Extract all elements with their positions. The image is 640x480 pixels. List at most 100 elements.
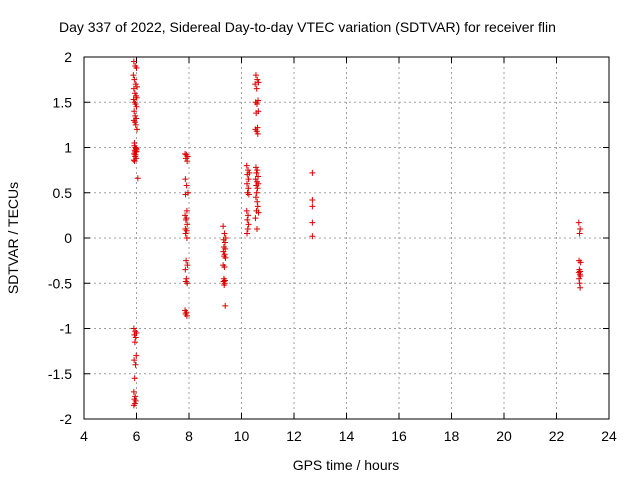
data-point	[253, 225, 260, 232]
data-point	[252, 215, 259, 222]
data-point	[245, 176, 252, 183]
data-point	[244, 171, 251, 178]
data-point	[130, 72, 137, 79]
data-point	[252, 194, 259, 201]
data-point	[131, 90, 138, 97]
x-tick-label: 6	[133, 428, 141, 444]
data-point	[131, 142, 138, 149]
data-point	[244, 180, 251, 187]
y-tick-label: 0.5	[53, 185, 73, 201]
data-point	[132, 361, 139, 368]
x-tick-label: 20	[496, 428, 512, 444]
data-point	[131, 76, 138, 83]
data-point	[577, 284, 584, 291]
data-point	[309, 219, 316, 226]
data-point	[243, 207, 250, 214]
y-tick-label: -0.5	[48, 275, 72, 291]
data-point	[182, 216, 189, 223]
data-point	[132, 151, 139, 158]
data-point	[252, 72, 259, 79]
y-tick-label: 2	[64, 49, 72, 65]
data-point	[134, 175, 141, 182]
data-point	[132, 81, 139, 88]
data-point	[244, 225, 251, 232]
data-point	[131, 331, 138, 338]
data-point	[254, 130, 261, 137]
data-point	[222, 254, 229, 261]
data-point	[243, 162, 250, 169]
data-point	[253, 182, 260, 189]
data-points	[130, 58, 584, 409]
data-point	[255, 209, 262, 216]
data-point	[309, 196, 316, 203]
data-point	[309, 233, 316, 240]
data-point	[132, 393, 139, 400]
data-point	[184, 221, 191, 228]
data-point	[131, 357, 138, 364]
data-point	[130, 96, 137, 103]
data-point	[220, 223, 227, 230]
data-point	[252, 164, 259, 171]
data-point	[183, 227, 190, 234]
data-point	[221, 263, 228, 270]
data-point	[309, 203, 316, 210]
y-tick-label: -1.5	[48, 366, 72, 382]
x-tick-label: 10	[234, 428, 250, 444]
x-tick-label: 24	[601, 428, 617, 444]
data-point	[131, 339, 138, 346]
data-point	[220, 248, 227, 255]
data-point	[130, 85, 137, 92]
data-point	[182, 176, 189, 183]
data-point	[131, 158, 138, 165]
data-point	[133, 352, 140, 359]
data-point	[130, 325, 137, 332]
data-point	[222, 302, 229, 309]
data-point	[253, 101, 260, 108]
data-point	[182, 150, 189, 157]
data-point	[132, 112, 139, 119]
data-point	[130, 157, 137, 164]
y-tick-label: 1.5	[53, 94, 73, 110]
data-point	[575, 219, 582, 226]
x-tick-label: 16	[391, 428, 407, 444]
data-point	[131, 119, 138, 126]
axis-ticks: 4 6 8 10 12 14 16 18 20 22 24 2 1.5 1 0.5 0 -0.5 -1 -1.5 -2	[48, 49, 617, 444]
data-point	[253, 110, 260, 117]
data-point	[184, 280, 191, 287]
data-point	[253, 128, 260, 135]
y-axis-title: SDTVAR / TECUs	[5, 182, 21, 294]
data-point	[130, 388, 137, 395]
data-point	[182, 266, 189, 273]
data-point	[254, 203, 261, 210]
data-point	[132, 101, 139, 108]
data-point	[577, 225, 584, 232]
data-point	[131, 375, 138, 382]
data-point	[183, 257, 190, 264]
x-tick-label: 4	[80, 428, 88, 444]
data-point	[254, 76, 261, 83]
data-point	[132, 334, 139, 341]
x-axis-title: GPS time / hours	[293, 457, 400, 473]
data-point	[253, 189, 260, 196]
data-point	[576, 275, 583, 282]
y-tick-label: -2	[60, 411, 73, 427]
data-point	[244, 230, 251, 237]
data-point	[309, 169, 316, 176]
data-point	[220, 236, 227, 243]
data-point	[132, 121, 139, 128]
grid-lines	[84, 57, 609, 419]
data-point	[183, 207, 190, 214]
data-point	[133, 64, 140, 71]
data-point	[133, 94, 140, 101]
data-point	[130, 402, 137, 409]
data-point	[182, 191, 189, 198]
x-tick-label: 18	[444, 428, 460, 444]
data-point	[184, 262, 191, 269]
data-point	[245, 191, 252, 198]
data-point	[183, 182, 190, 189]
x-tick-label: 8	[185, 428, 193, 444]
data-point	[245, 167, 252, 174]
data-point	[130, 58, 137, 65]
data-point	[184, 158, 191, 165]
